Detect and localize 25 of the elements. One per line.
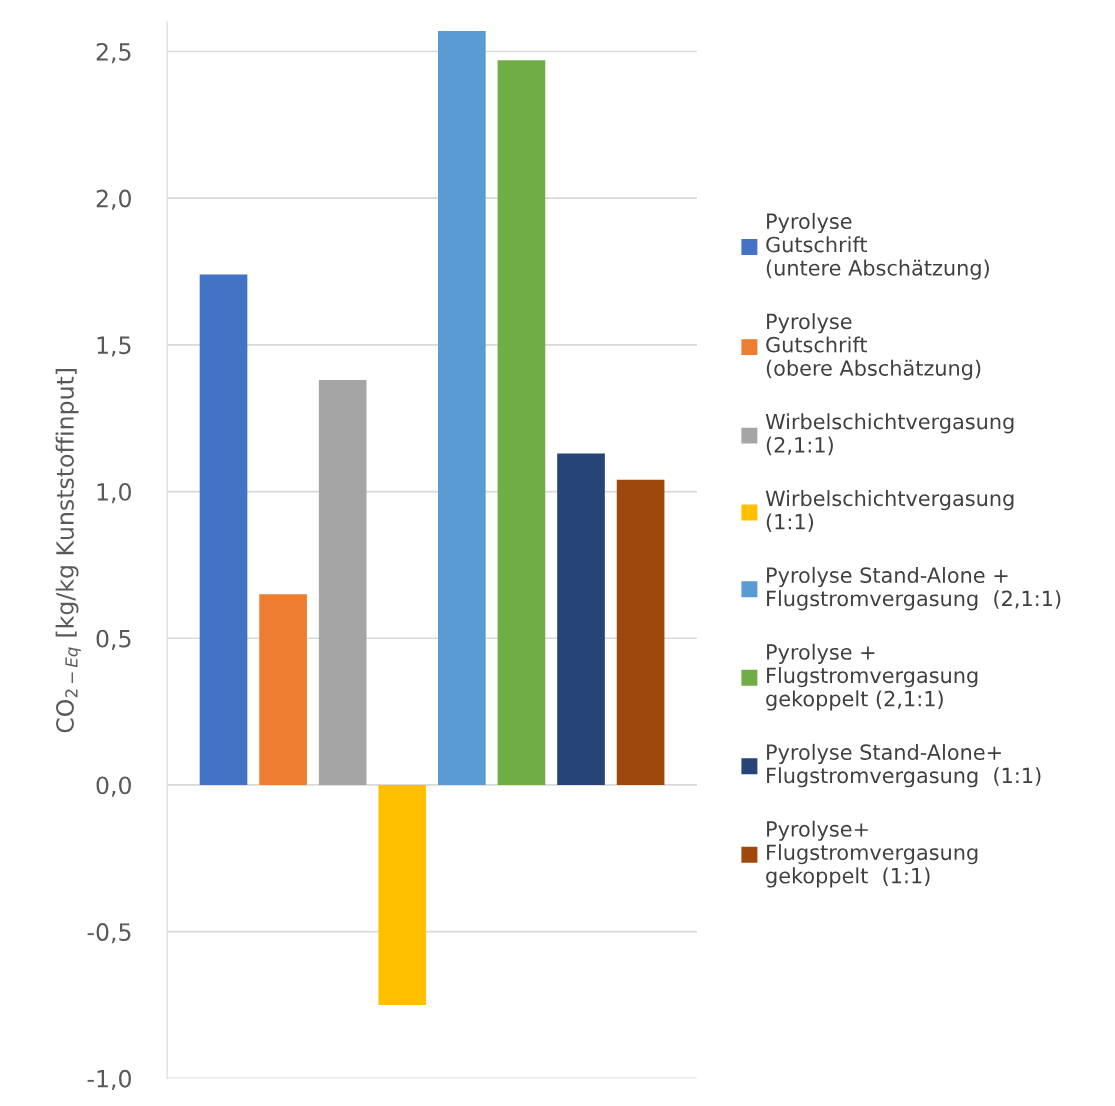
bar — [616, 479, 665, 785]
legend-label: Pyrolyse Gutschrift (untere Abschätzung) — [766, 212, 989, 280]
y-tick-label: -1,0 — [87, 1069, 131, 1091]
legend-label: Wirbelschichtvergasung (1:1) — [765, 490, 1014, 532]
bar — [318, 380, 367, 785]
legend-label: Pyrolyse + Flugstromvergasung gekoppelt (2,1:1) — [766, 643, 978, 711]
y-tick-label: 2,0 — [96, 189, 131, 210]
legend-label: Pyrolyse Gutschrift (obere Abschätzung) — [766, 313, 981, 380]
legend-label: Pyrolyse Stand-Alone + Flugstromvergasung (2,1:1) — [767, 566, 1061, 611]
y-tick-label: 1,0 — [97, 483, 131, 504]
y-tick-label: -0,5 — [87, 923, 131, 944]
y-tick-label: 0,0 — [96, 776, 131, 797]
legend-label: Pyrolyse Stand-Alone+ Flugstromvergasung (1:1) — [767, 743, 1041, 788]
bar — [438, 30, 486, 785]
y-tick-label: 1,5 — [97, 336, 131, 357]
bar — [497, 60, 546, 785]
bar — [199, 274, 248, 785]
bar — [557, 453, 605, 785]
bar — [259, 594, 307, 785]
legend-label: Pyrolyse+ Flugstromvergasung gekoppelt (1:1) — [766, 820, 978, 888]
y-axis-title: CO$_{2−Eq}$ [kg/kg Kunststoffinput] — [55, 369, 81, 733]
y-tick-label: 2,5 — [96, 42, 131, 64]
y-tick-label: 0,5 — [96, 629, 131, 650]
legend-label: Wirbelschichtvergasung (2,1:1) — [765, 413, 1014, 456]
bar — [378, 784, 427, 1005]
